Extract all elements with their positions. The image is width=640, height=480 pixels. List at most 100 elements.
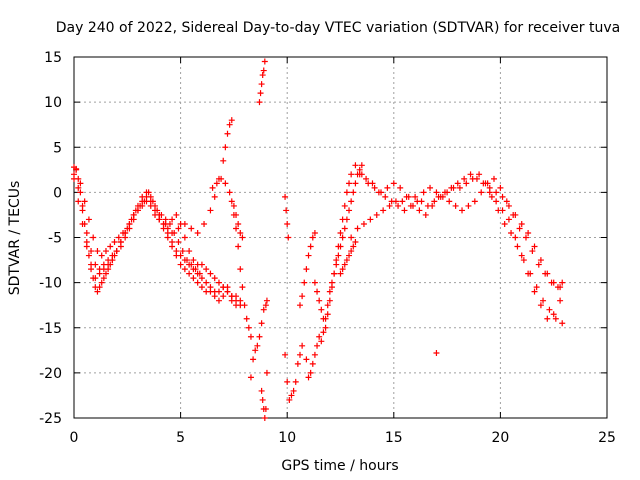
data-point [233,302,240,309]
data-point [550,279,557,286]
data-point [467,171,474,178]
data-point [441,189,448,196]
data-point [262,302,269,309]
data-point [186,270,193,277]
data-point [222,180,229,187]
data-point [499,193,506,200]
data-point [461,175,468,182]
data-point [356,171,363,178]
data-point [81,198,88,205]
series-trace-13 [296,229,318,309]
data-point [284,378,291,385]
data-point [518,252,525,259]
data-point [433,350,440,357]
data-point [367,216,374,223]
data-point [283,207,290,214]
series-trace-20 [486,184,564,291]
data-point [115,234,122,241]
data-point [299,293,306,300]
data-point [102,270,109,277]
y-tick-label: 5 [53,140,62,156]
data-point [333,257,340,264]
data-point [252,347,259,354]
data-point [111,239,118,246]
x-tick-label: 0 [70,430,79,446]
data-point [557,284,564,291]
data-point [463,180,470,187]
data-point [552,315,559,322]
series-trace-14 [303,162,365,381]
data-point [429,202,436,209]
data-point [307,369,314,376]
y-tick-label: -25 [39,411,62,427]
data-point [459,207,466,214]
data-point [403,193,410,200]
data-point [352,180,359,187]
series-trace-11 [282,342,306,403]
data-point [478,189,485,196]
data-point [529,248,536,255]
data-point [186,248,193,255]
data-point [322,324,329,331]
data-point [339,216,346,223]
x-tick-label: 25 [598,430,616,446]
data-point [531,243,538,250]
data-point [493,189,500,196]
data-point [416,207,423,214]
data-point [79,220,86,227]
data-point [348,234,355,241]
axis-ticks: 0 5 10 15 20 25 -25 -20 -15 -10 -5 0 5 10 15 [39,50,616,446]
data-point [299,342,306,349]
y-tick-label: -15 [39,321,62,337]
data-point [230,211,237,218]
data-point [314,288,321,295]
data-point [358,162,365,169]
data-point [113,248,120,255]
data-point [399,198,406,205]
data-point [346,252,353,259]
data-point [290,387,297,394]
data-point [224,288,231,295]
data-point [476,171,483,178]
data-point [331,270,338,277]
data-point [260,306,267,313]
data-point [247,374,254,381]
data-point [258,387,265,394]
data-point [215,288,222,295]
data-point [237,266,244,273]
series-trace-4 [73,165,203,277]
data-point [241,302,248,309]
data-point [220,157,227,164]
data-point [350,189,357,196]
data-point [130,211,137,218]
data-point [320,329,327,336]
data-point [395,202,402,209]
data-point [373,211,380,218]
data-point [98,252,105,259]
data-point [245,324,252,331]
data-point [343,189,350,196]
data-point [190,275,197,282]
data-point [531,288,538,295]
data-point [239,234,246,241]
data-point [149,198,156,205]
data-point [198,284,205,291]
data-point [261,58,268,65]
data-points [71,58,566,421]
data-point [316,297,323,304]
data-point [124,225,131,232]
y-tick-label: -5 [48,231,62,247]
data-point [305,374,312,381]
data-point [73,165,80,172]
data-point [107,243,114,250]
data-point [452,202,459,209]
x-tick-label: 15 [385,430,403,446]
data-point [388,198,395,205]
data-point [324,311,331,318]
data-point [162,220,169,227]
data-point [486,184,493,191]
data-point [228,117,235,124]
data-point [96,284,103,291]
data-point [397,184,404,191]
data-point [215,297,222,304]
